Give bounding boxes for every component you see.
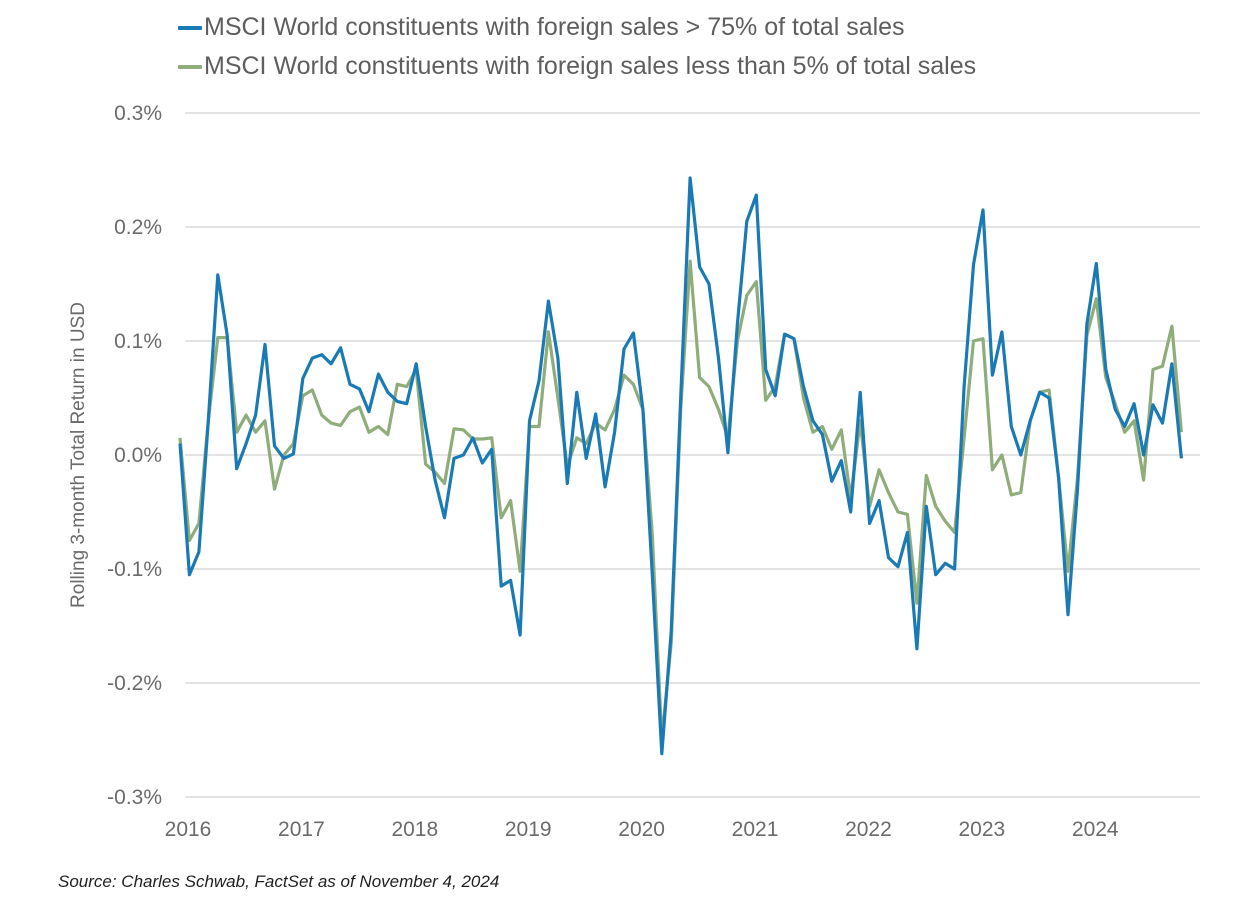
series-line-foreign-sales-over-75 xyxy=(178,176,1183,756)
x-axis-ticks: 2016 2017 2018 2019 2020 2021 2022 2023 2024 xyxy=(165,818,1119,841)
series-line-foreign-sales-under-5 xyxy=(178,259,1183,742)
x-tick-label: 2023 xyxy=(958,818,1005,841)
x-tick-label: 2017 xyxy=(278,818,325,841)
x-tick-label: 2021 xyxy=(732,818,779,841)
series-lines xyxy=(178,176,1183,756)
source-note: Source: Charles Schwab, FactSet as of No… xyxy=(58,872,500,891)
y-tick-label: 0.0% xyxy=(114,444,162,467)
y-tick-label: 0.1% xyxy=(114,330,162,353)
legend-label: MSCI World constituents with foreign sal… xyxy=(204,13,905,41)
legend-swatch-blue xyxy=(178,25,202,30)
x-tick-label: 2022 xyxy=(845,818,892,841)
x-tick-label: 2016 xyxy=(165,818,212,841)
legend-swatch-green xyxy=(178,64,202,69)
y-tick-label: -0.1% xyxy=(107,558,162,581)
legend-label: MSCI World constituents with foreign sal… xyxy=(204,52,977,80)
x-tick-label: 2020 xyxy=(618,818,665,841)
y-tick-label: 0.2% xyxy=(114,216,162,239)
chart-legend: MSCI World constituents with foreign sal… xyxy=(178,8,976,86)
y-axis-label: Rolling 3-month Total Return in USD xyxy=(68,302,89,608)
y-tick-label: -0.3% xyxy=(107,786,162,809)
x-tick-label: 2018 xyxy=(391,818,438,841)
y-tick-label: 0.3% xyxy=(114,102,162,125)
legend-item-foreign-sales-under-5: MSCI World constituents with foreign sal… xyxy=(178,47,976,86)
x-tick-label: 2024 xyxy=(1072,818,1119,841)
gridlines xyxy=(185,112,1200,798)
legend-item-foreign-sales-over-75: MSCI World constituents with foreign sal… xyxy=(178,8,976,47)
y-axis-ticks: 0.3% 0.2% 0.1% 0.0% -0.1% -0.2% -0.3% xyxy=(107,102,162,809)
y-tick-label: -0.2% xyxy=(107,672,162,695)
x-tick-label: 2019 xyxy=(505,818,552,841)
